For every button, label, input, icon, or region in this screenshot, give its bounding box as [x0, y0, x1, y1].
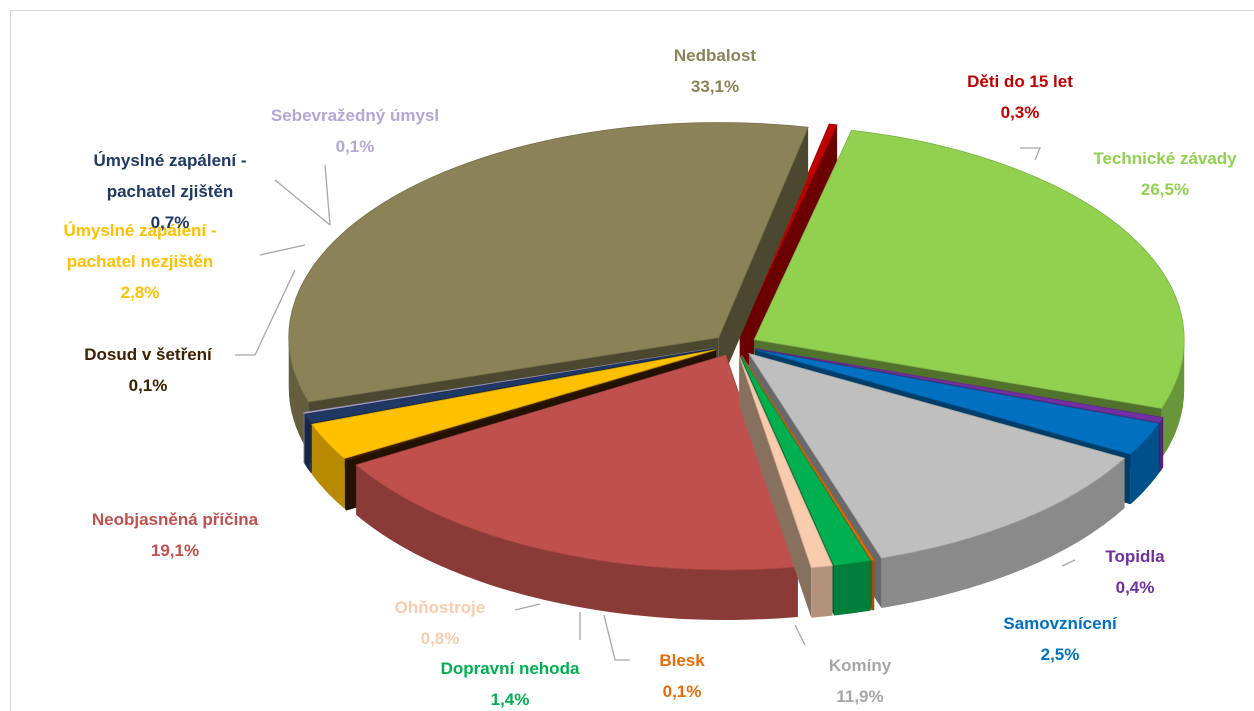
slice [344, 350, 717, 461]
category-label: Úmyslné zapálení - pachatel zjištěn [93, 151, 247, 201]
value-label: 0,7% [150, 213, 190, 232]
slice [739, 123, 838, 335]
slice-group [738, 355, 834, 618]
data-label: Technické závady 26,5% [1065, 143, 1254, 205]
slice-wall [1161, 339, 1185, 459]
slice-wall [881, 458, 1125, 609]
slice [304, 348, 715, 424]
data-label: Úmyslné zapálení - pachatel zjištěn 0,7% [60, 145, 280, 238]
slice-side [739, 355, 812, 618]
slice-side [718, 127, 809, 388]
slice [311, 349, 716, 459]
category-label: Topidla [1105, 547, 1165, 566]
slice [740, 355, 872, 566]
data-label: Blesk 0,1% [637, 645, 727, 707]
value-label: 0,3% [1000, 103, 1040, 122]
data-label: Sebevražedný úmysl 0,1% [225, 100, 485, 162]
slice-group [355, 354, 799, 620]
slice-wall [871, 560, 875, 611]
category-label: Sebevražedný úmysl [270, 106, 440, 125]
data-label: Samovznícení 2,5% [970, 608, 1150, 670]
slice [355, 354, 799, 571]
data-label: Topidla 0,4% [1075, 541, 1195, 603]
slice-wall [304, 414, 311, 474]
slice-wall [1159, 417, 1164, 473]
category-label: Komíny [828, 656, 892, 675]
frame [10, 10, 1254, 711]
category-label: Technické závady [1093, 149, 1237, 168]
slice [741, 355, 875, 561]
data-label: Děti do 15 let 0,3% [920, 66, 1120, 128]
value-label: 2,5% [1040, 645, 1080, 664]
data-label: Komíny 11,9% [800, 650, 920, 711]
slice-wall [345, 459, 347, 511]
value-label: 19,1% [150, 541, 200, 560]
slice [748, 352, 1126, 559]
slice-wall [356, 464, 798, 620]
data-label: Úmyslné zapálení - pachatel nezjištěn 2,8… [30, 215, 250, 308]
value-label: 1,4% [490, 690, 530, 709]
slice-wall [311, 424, 345, 509]
value-label: 26,5% [1140, 180, 1190, 199]
slice [288, 122, 809, 403]
value-label: 33,1% [690, 77, 740, 96]
slice [753, 129, 1185, 409]
value-label: 11,9% [836, 687, 884, 706]
category-label: Úmyslné zapálení - pachatel nezjištěn [63, 221, 217, 271]
slice-wall [1130, 423, 1159, 505]
category-label: Ohňostroje [394, 598, 486, 617]
value-label: 0,1% [128, 376, 168, 395]
category-label: Nedbalost [673, 46, 757, 65]
category-label: Děti do 15 let [967, 72, 1073, 91]
value-label: 2,8% [120, 283, 160, 302]
data-label: Dosud v šetření 0,1% [48, 339, 248, 401]
category-label: Samovznícení [1003, 614, 1117, 633]
category-label: Blesk [659, 651, 705, 670]
value-label: 0,8% [420, 629, 460, 648]
data-label: Neobjasněná příčina 19,1% [55, 504, 295, 566]
slice [755, 348, 1164, 424]
data-label: Nedbalost 33,1% [635, 40, 795, 102]
value-label: 0,1% [662, 682, 702, 701]
slice [738, 355, 834, 569]
slice-wall [288, 337, 309, 452]
category-label: Dopravní nehoda [440, 659, 580, 678]
slice-wall [303, 412, 305, 464]
leader-lines [235, 147, 1076, 661]
category-label: Dosud v šetření [84, 345, 212, 364]
slice [754, 349, 1160, 455]
slices [288, 122, 1185, 620]
value-label: 0,1% [335, 137, 375, 156]
slice-wall [811, 565, 833, 618]
value-label: 0,4% [1115, 578, 1155, 597]
slice-wall [833, 560, 871, 616]
data-label: Dopravní nehoda 1,4% [410, 653, 610, 711]
data-label: Ohňostroje 0,8% [360, 592, 520, 654]
category-label: Neobjasněná příčina [91, 510, 259, 529]
